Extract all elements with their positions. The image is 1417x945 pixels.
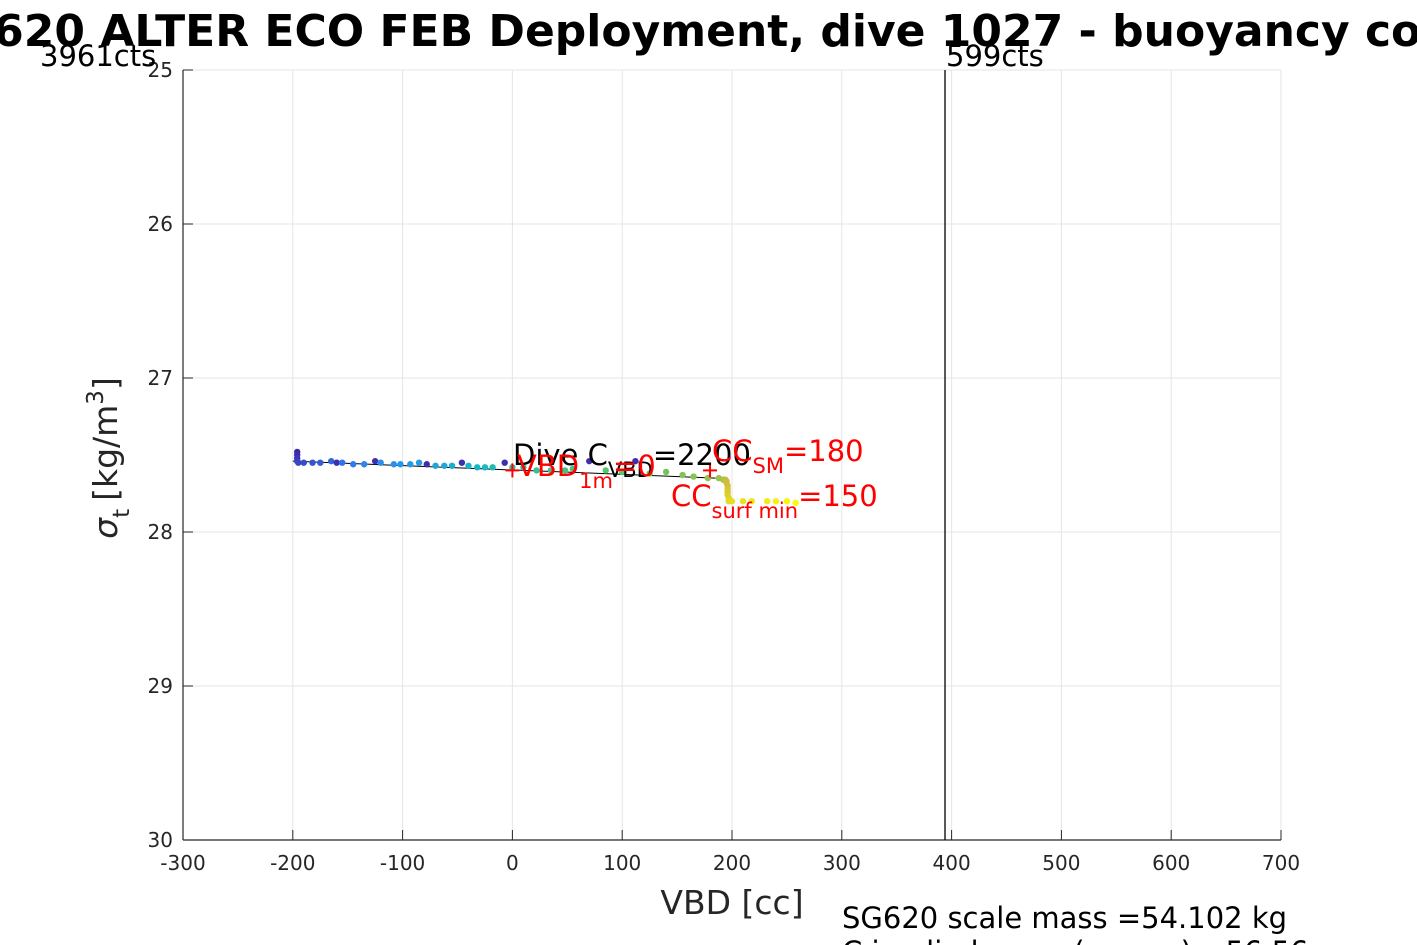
x-tick-label: 400 [933,851,971,875]
data-point [520,464,527,471]
vbd-1m-value: =0 [613,449,656,483]
x-tick-label: 200 [713,851,751,875]
data-point [728,498,736,505]
data-point [646,470,653,477]
data-point [739,498,747,505]
data-point [295,459,302,466]
data-point [783,498,791,505]
axes [182,69,1282,841]
data-point [397,461,404,468]
data-point [690,473,697,480]
data-point [481,464,489,471]
x-tick-label: 700 [1262,851,1300,875]
data-point [533,467,540,474]
data-point [309,459,316,466]
y-axis-sub: t [109,509,135,518]
data-point [371,457,379,465]
vbd-1m-label: VBD [517,449,579,483]
cc-surf-min-value: =150 [798,479,878,513]
cc-surf-min-sub: surf min [712,499,799,523]
data-point [763,498,771,505]
data-point [602,467,609,474]
data-point [390,461,398,468]
data-point [619,468,626,476]
cc-sm-value: =180 [784,434,864,468]
cc-sm-sub: SM [753,454,784,478]
data-point [561,467,569,474]
y-axis-sigma: σ [86,517,125,539]
dive-c-sub: VBD [608,458,653,482]
vbd-1m-sub: 1m [579,469,613,493]
data-point [748,498,755,505]
x-tick-label: -100 [380,851,425,875]
dive-c-label: Dive C [513,438,608,472]
data-point [317,459,324,466]
y-tick-label: 30 [148,828,173,852]
data-point [772,498,780,505]
right-limit-label: 599cts [946,39,1044,73]
data-point [360,461,368,468]
y-tick-label: 27 [148,366,173,390]
dive-c-value: =2200 [653,438,751,472]
data-point [569,465,576,473]
data-point [349,461,357,468]
data-point [441,462,448,469]
y-axis-label: σt [kg/m3] [83,377,135,539]
y-axis-unit: [kg/m [86,405,125,501]
data-point [377,459,384,466]
data-point [458,459,466,466]
x-tick-label: 0 [506,851,519,875]
chart-title: SG620 ALTER ECO FEB Deployment, dive 102… [0,6,1417,57]
data-point [501,459,508,466]
data-points [293,448,799,506]
data-point [792,499,799,506]
implied-mass-text: C implied mass (sensor) =56.56 [842,935,1309,945]
scale-mass-text: SG620 scale mass =54.102 kg [842,901,1287,935]
data-point [547,467,555,474]
x-tick-label: 300 [823,851,861,875]
data-point [465,462,472,469]
cc-surf-min-annotation: CCsurf min=150 [671,479,878,523]
x-tick-labels: -300 -200 -100 0 100 200 300 400 500 600 700 [160,851,1300,875]
data-point [407,461,414,468]
left-limit-label: 3961cts [40,39,156,73]
x-tick-label: -300 [160,851,205,875]
data-point [586,457,593,465]
markers [505,463,718,478]
vbd-1m-annotation: VBD1m=0 [517,449,656,493]
data-point [432,462,439,469]
x-tick-label: 100 [603,851,641,875]
grid [182,69,1282,841]
data-point [632,457,639,465]
y-tick-label: 29 [148,674,173,698]
data-point [423,461,430,468]
data-point [333,459,340,466]
y-axis-unit-sup: 3 [83,390,109,405]
data-point [448,462,456,469]
y-tick-labels: 25 26 27 28 29 30 [148,58,173,852]
y-axis-unit-close: ] [86,377,125,390]
data-point [415,459,423,466]
y-tick-label: 26 [148,212,173,236]
data-point [679,471,686,479]
data-point [328,457,335,465]
y-tick-label: 25 [148,58,173,82]
data-point [339,459,346,466]
x-tick-label: -200 [270,851,315,875]
cc-surf-min-label: CC [671,479,712,513]
x-tick-label: 500 [1042,851,1080,875]
data-point [662,468,670,476]
x-axis-label: VBD [cc] [660,883,803,922]
cc-sm-label: CC [712,434,753,468]
y-tick-label: 28 [148,520,173,544]
data-point [489,464,496,471]
x-tick-label: 600 [1152,851,1190,875]
data-point [300,459,307,466]
data-point [474,464,481,471]
cc-sm-annotation: CCSM=180 [712,434,864,478]
dive-c-vbd-annotation: Dive CVBD=2200 [513,438,751,482]
